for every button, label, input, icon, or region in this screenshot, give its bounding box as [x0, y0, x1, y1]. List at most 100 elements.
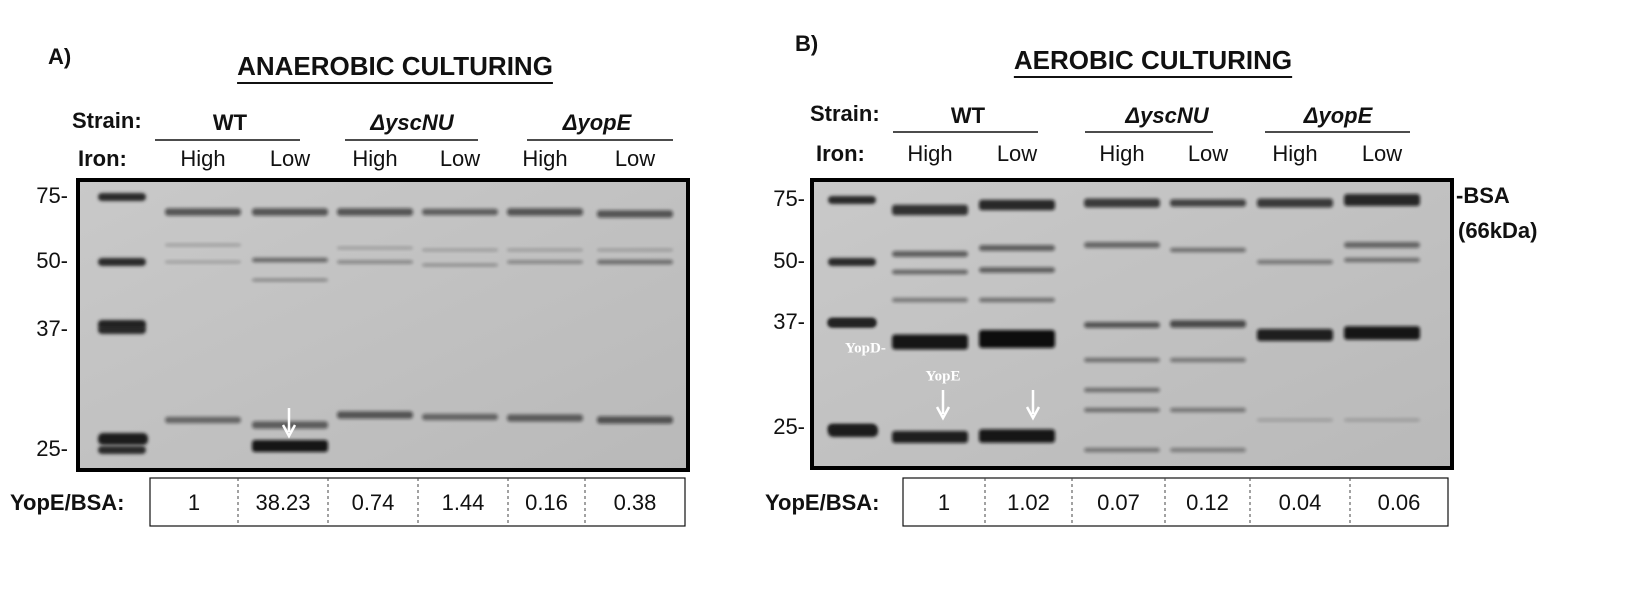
gel-band — [422, 263, 498, 267]
gel-band — [1257, 418, 1333, 422]
marker-size: 25- — [773, 414, 805, 439]
gel-band — [597, 416, 673, 424]
gel-band — [422, 248, 498, 252]
iron-level: High — [180, 146, 225, 171]
gel-band — [507, 208, 583, 216]
gel-band — [422, 208, 498, 216]
gel-band — [1170, 357, 1246, 363]
iron-label: Iron: — [78, 146, 127, 171]
gel-band — [165, 416, 241, 424]
gel-band — [1344, 242, 1420, 248]
gel-band — [507, 248, 583, 252]
marker-band — [98, 258, 146, 266]
gel-band — [1084, 242, 1160, 248]
ratio-value: 1 — [938, 490, 950, 515]
panel-title: ANAEROBIC CULTURING — [237, 51, 553, 81]
yope-label: YopE — [925, 368, 960, 384]
gel-band — [892, 204, 968, 216]
gel-band — [892, 251, 968, 257]
gel-band — [165, 260, 241, 264]
gel-band — [1257, 198, 1333, 208]
gel-band — [1344, 326, 1420, 340]
yopd-label: YopD- — [845, 340, 886, 356]
marker-size: 75- — [36, 183, 68, 208]
ratio-value: 1.44 — [442, 490, 485, 515]
iron-level: High — [1272, 141, 1317, 166]
gel-band — [337, 411, 413, 419]
iron-level: High — [1099, 141, 1144, 166]
gel-band — [979, 429, 1055, 443]
marker-size: 37- — [773, 309, 805, 334]
gel-band — [252, 440, 328, 452]
gel-band — [597, 248, 673, 252]
marker-band — [98, 446, 146, 454]
bsa-size: (66kDa) — [1458, 218, 1537, 243]
panel-label: B) — [795, 31, 818, 56]
marker-size: 50- — [773, 248, 805, 273]
iron-level: Low — [440, 146, 480, 171]
marker-band — [98, 320, 146, 329]
gel-band — [507, 260, 583, 264]
ratio-value: 0.07 — [1097, 490, 1140, 515]
strain-name: ΔyopE — [1303, 103, 1374, 128]
marker-band — [98, 433, 148, 445]
gel-band — [337, 208, 413, 216]
gel-band — [1084, 447, 1160, 453]
ratio-value: 1.02 — [1007, 490, 1050, 515]
marker-size: 25- — [36, 436, 68, 461]
gel-band — [1344, 257, 1420, 263]
marker-band — [828, 425, 878, 437]
iron-level: Low — [997, 141, 1037, 166]
ratio-value: 38.23 — [255, 490, 310, 515]
gel-band — [892, 269, 968, 275]
ratio-value: 0.38 — [614, 490, 657, 515]
gel-band — [979, 330, 1055, 348]
ratio-value: 0.06 — [1378, 490, 1421, 515]
gel-band — [979, 297, 1055, 303]
iron-level: High — [907, 141, 952, 166]
bsa-label: -BSA — [1456, 183, 1510, 208]
gel-band — [892, 431, 968, 443]
ratio-value: 0.74 — [352, 490, 395, 515]
strain-label: Strain: — [72, 108, 142, 133]
gel-band — [252, 278, 328, 282]
iron-level: High — [352, 146, 397, 171]
marker-size: 37- — [36, 316, 68, 341]
gel-band — [1344, 194, 1420, 206]
marker-size: 75- — [773, 186, 805, 211]
gel-band — [252, 208, 328, 216]
iron-label: Iron: — [816, 141, 865, 166]
gel-band — [1257, 259, 1333, 265]
gel-band — [979, 245, 1055, 251]
gel-band — [1084, 407, 1160, 413]
marker-band — [828, 196, 876, 204]
marker-band — [828, 318, 876, 327]
gel-band — [597, 210, 673, 218]
strain-name: ΔyscNU — [1124, 103, 1209, 128]
iron-level: Low — [1362, 141, 1402, 166]
gel-band — [1084, 357, 1160, 363]
gel-band — [1257, 329, 1333, 341]
gel-band — [1084, 387, 1160, 393]
marker-size: 50- — [36, 248, 68, 273]
gel-band — [597, 259, 673, 265]
gel-band — [1344, 418, 1420, 422]
gel — [76, 178, 690, 472]
gel-band — [252, 257, 328, 263]
ratio-label: YopE/BSA: — [765, 490, 879, 515]
ratio-value: 1 — [188, 490, 200, 515]
gel-band — [507, 414, 583, 422]
ratio-value: 0.12 — [1186, 490, 1229, 515]
gel-band — [1084, 322, 1160, 328]
arrow — [935, 390, 1041, 421]
gel-band — [422, 413, 498, 421]
strain-name: WT — [213, 110, 248, 135]
gel-band — [979, 267, 1055, 273]
ratio-value: 0.04 — [1279, 490, 1322, 515]
gel-band — [979, 199, 1055, 211]
marker-band — [98, 193, 146, 201]
panel-label: A) — [48, 44, 71, 69]
panel-title: AEROBIC CULTURING — [1014, 45, 1292, 75]
ratio-value: 0.16 — [525, 490, 568, 515]
